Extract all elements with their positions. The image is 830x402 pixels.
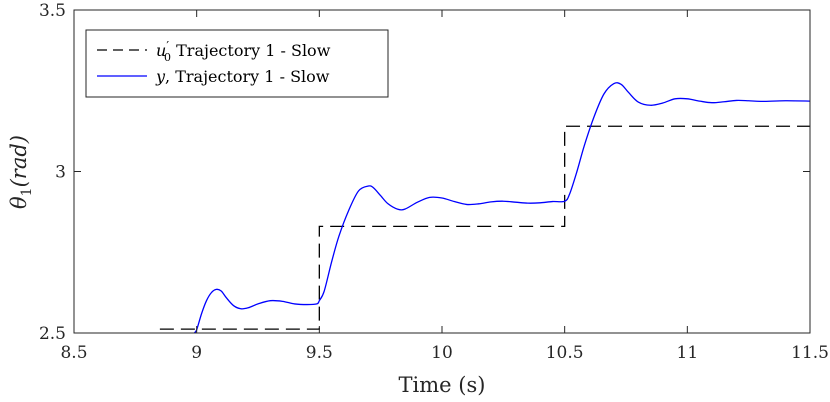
legend-box xyxy=(85,29,389,98)
x-tick-label: 10 xyxy=(431,343,453,363)
legend-y-symbol: y xyxy=(155,67,166,86)
y-tick-label: 2.5 xyxy=(39,324,66,344)
series-u0-reference-line xyxy=(159,125,810,330)
legend-entry-y: y, Trajectory 1 - Slow xyxy=(155,67,330,86)
y-axis-label: θ1(rad) xyxy=(7,135,35,209)
legend-u-rest: Trajectory 1 - Slow xyxy=(171,41,331,60)
legend-entry-u0: u′ 0 Trajectory 1 - Slow xyxy=(156,39,331,64)
x-tick-label: 9.5 xyxy=(306,343,333,363)
x-tick-label: 10.5 xyxy=(546,343,584,363)
series-layer xyxy=(159,82,811,334)
legend-u-sub: 0 xyxy=(164,51,171,64)
y-axis-label-subscript: 1 xyxy=(19,187,35,196)
legend-y-rest: , Trajectory 1 - Slow xyxy=(165,67,330,86)
x-axis-label: Time (s) xyxy=(399,373,486,397)
y-axis-label-unit: (rad) xyxy=(7,135,31,187)
x-tick-label: 9 xyxy=(191,343,202,363)
ticks-layer: 8.5 9 9.5 10 10.5 11 11.5 2.5 3 3.5 xyxy=(39,1,829,363)
legend: u′ 0 Trajectory 1 - Slow y, Trajectory 1 … xyxy=(85,29,389,98)
x-tick-label: 11.5 xyxy=(791,343,829,363)
legend-u-prime: ′ xyxy=(166,39,169,53)
series-y-response-line xyxy=(193,82,811,334)
x-tick-label: 11 xyxy=(677,343,699,363)
x-tick-label: 8.5 xyxy=(60,343,87,363)
y-tick-label: 3.5 xyxy=(39,1,66,21)
y-axis-label-symbol: θ xyxy=(7,196,31,209)
legend-u-symbol: u xyxy=(156,41,166,60)
y-tick-label: 3 xyxy=(55,163,66,183)
